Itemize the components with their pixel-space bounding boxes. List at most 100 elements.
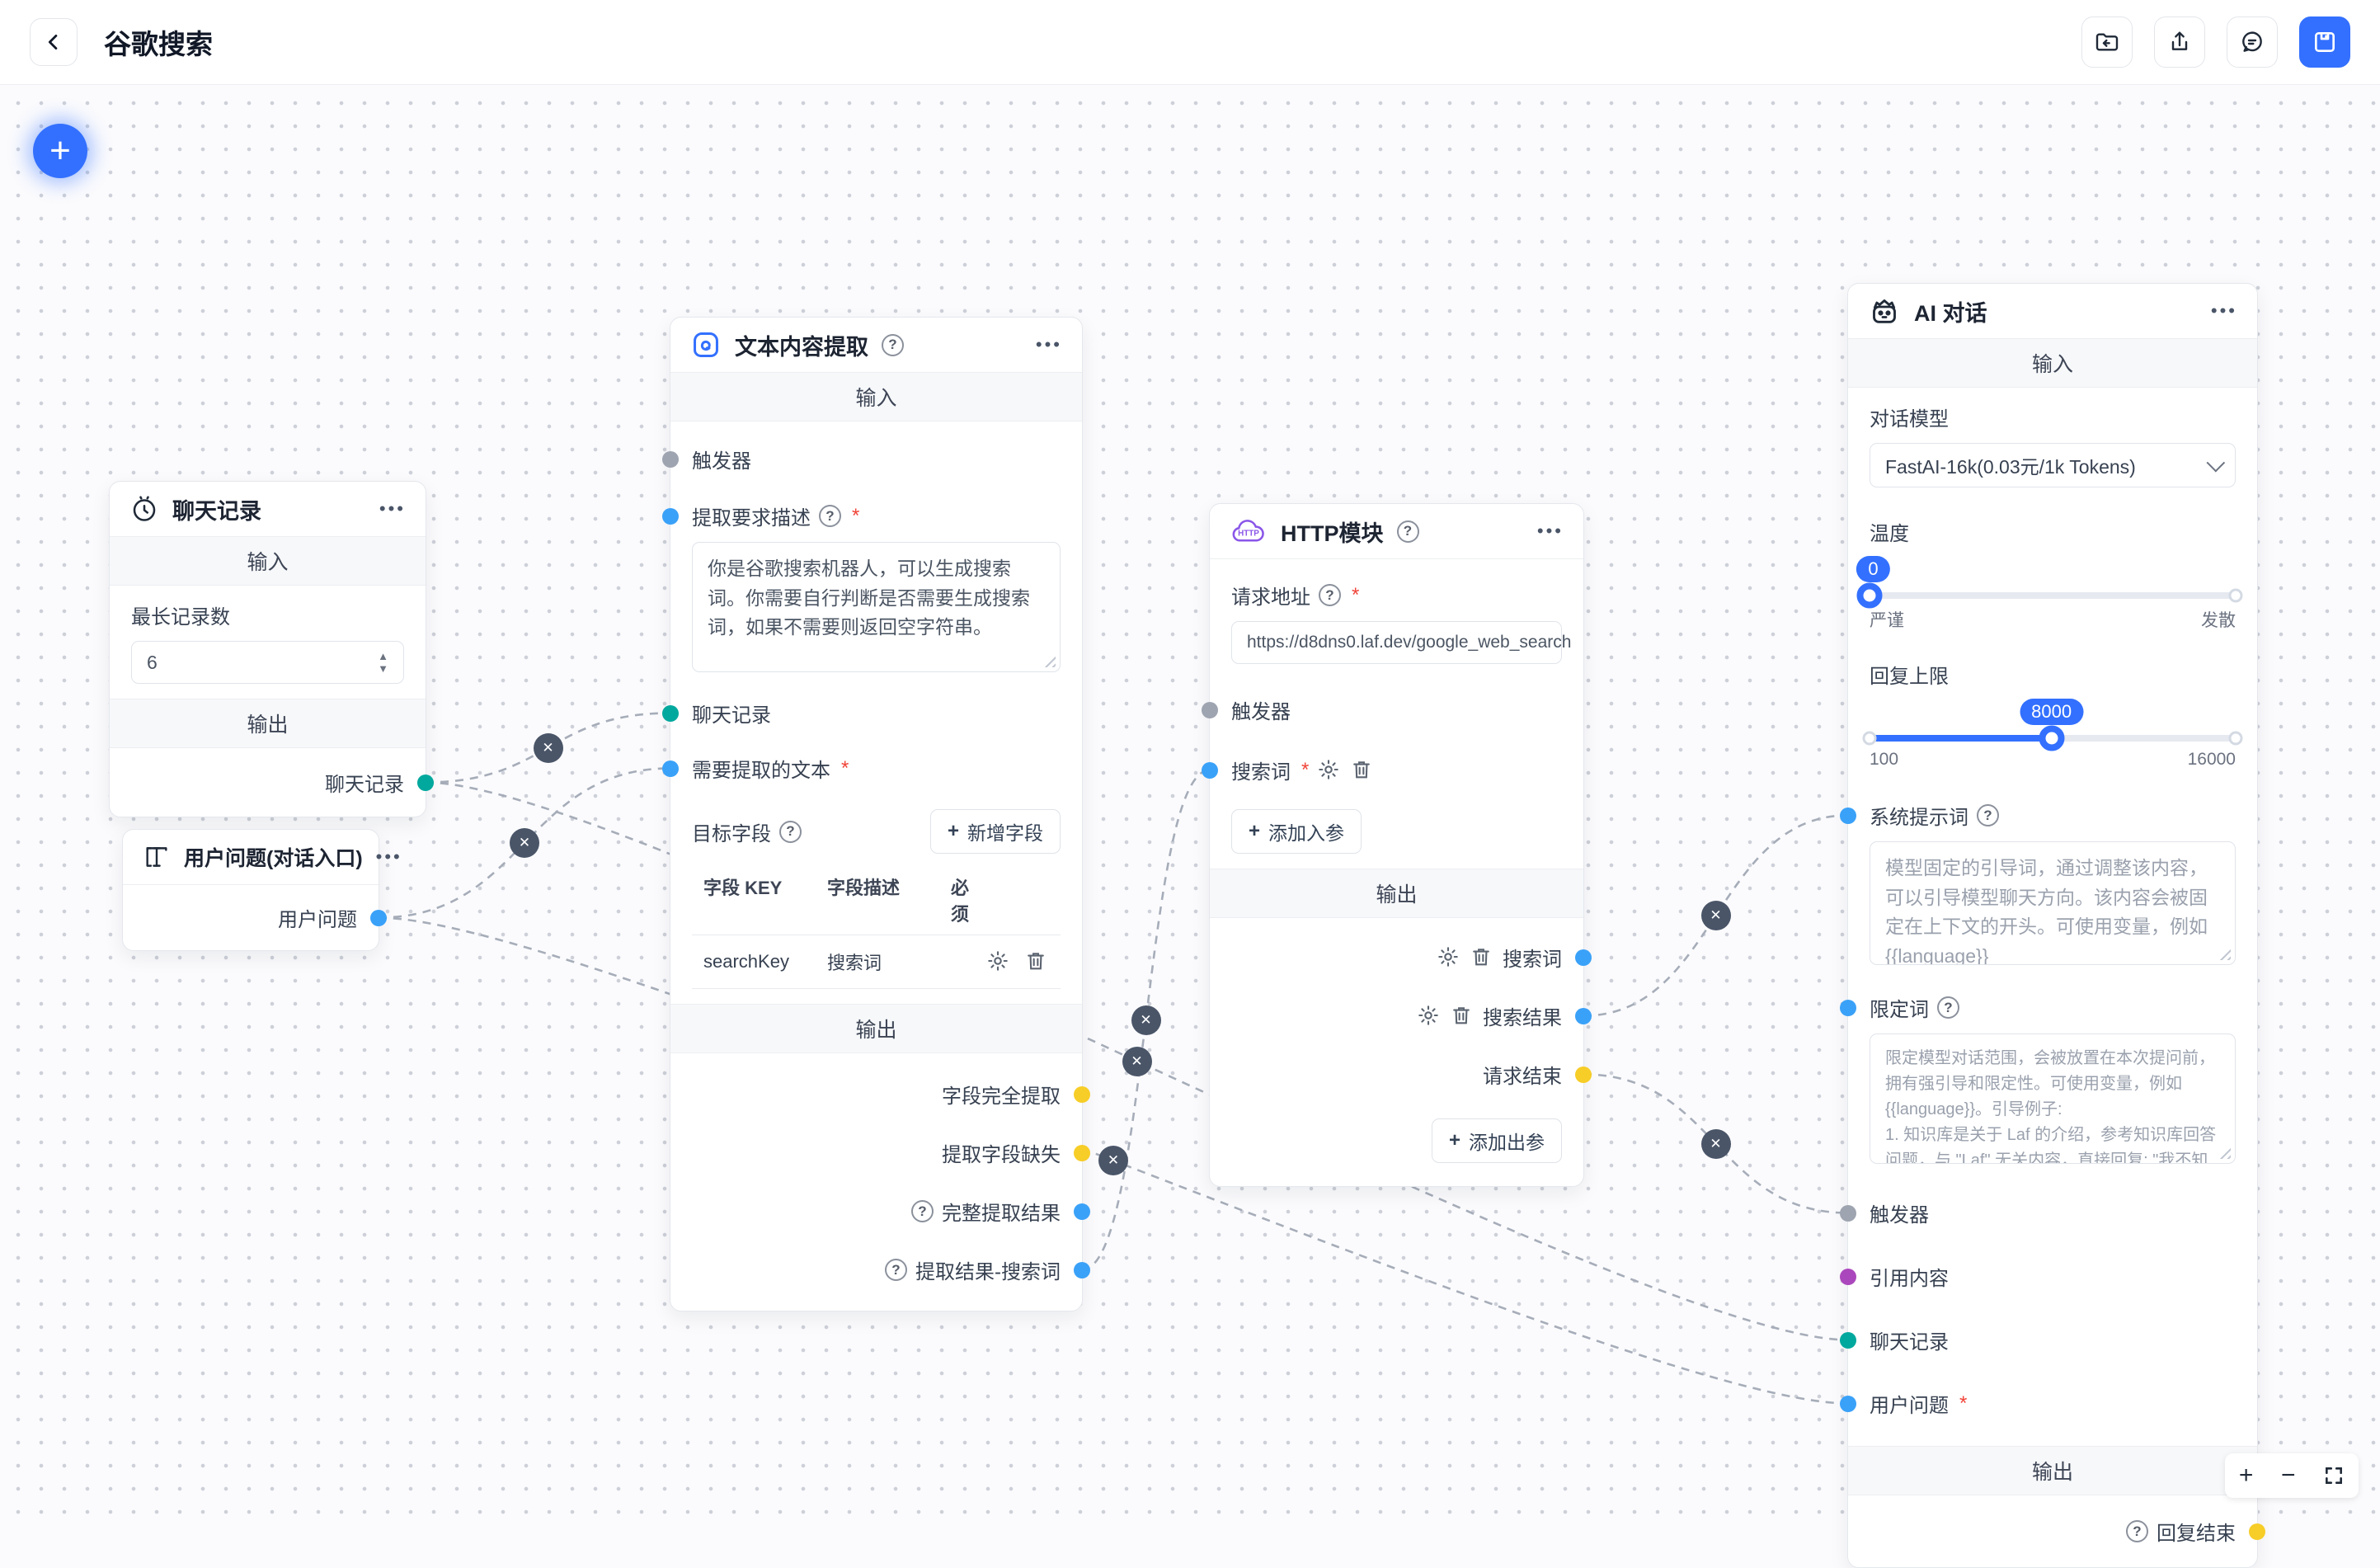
more-menu-button[interactable] xyxy=(379,500,406,518)
port-full-result-out[interactable] xyxy=(1074,1203,1090,1220)
trash-icon[interactable] xyxy=(1024,949,1049,974)
max-tokens-max: 16000 xyxy=(2187,750,2236,769)
field-desc: 搜索词 xyxy=(827,953,882,973)
extract-robot-icon xyxy=(690,329,722,360)
port-quote-in[interactable] xyxy=(1840,1268,1856,1285)
history-label: 聊天记录 xyxy=(692,704,771,727)
system-prompt-textarea[interactable] xyxy=(1870,842,2235,964)
fit-view-button[interactable] xyxy=(2323,1465,2345,1486)
node-title: HTTP模块 xyxy=(1281,520,1384,546)
zoom-out-button[interactable]: − xyxy=(2280,1462,2296,1489)
port-finish-out[interactable] xyxy=(1575,1066,1592,1083)
slider-handle[interactable] xyxy=(2039,725,2065,751)
edge-delete-button[interactable] xyxy=(510,828,539,858)
more-menu-button[interactable] xyxy=(1036,336,1062,354)
edge-delete-button[interactable] xyxy=(1122,1046,1152,1076)
save-icon xyxy=(2312,29,2338,55)
port-history-in[interactable] xyxy=(1840,1331,1856,1349)
save-button[interactable] xyxy=(2299,16,2350,68)
gear-icon[interactable] xyxy=(1317,758,1342,783)
required-mark: * xyxy=(1301,758,1310,781)
more-menu-button[interactable] xyxy=(376,848,402,866)
plus-icon xyxy=(1249,822,1260,841)
port-text-in[interactable] xyxy=(662,760,679,777)
port-trigger-in[interactable] xyxy=(1840,1204,1856,1222)
out-finish-label: 请求结束 xyxy=(1483,1066,1562,1088)
desc-textarea[interactable]: 你是谷歌搜索机器人，可以生成搜索词。你需要自行判断是否需要生成搜索词，如果不需要… xyxy=(693,543,1060,671)
node-title: 用户问题(对话入口) xyxy=(184,847,363,870)
import-button[interactable] xyxy=(2081,16,2133,68)
port-search-key-out[interactable] xyxy=(1074,1261,1090,1278)
col-desc: 字段描述 xyxy=(827,878,901,898)
port-trigger-in[interactable] xyxy=(1202,701,1218,718)
edge-delete-button[interactable] xyxy=(533,732,563,763)
trash-icon[interactable] xyxy=(1470,945,1494,970)
fields-table: 字段 KEY 字段描述 必须 searchKey 搜索词 xyxy=(692,865,1061,989)
topbar: 谷歌搜索 xyxy=(0,0,2380,85)
node-title: 聊天记录 xyxy=(172,498,261,524)
gear-icon[interactable] xyxy=(1417,1004,1442,1029)
help-icon xyxy=(1396,520,1419,543)
output-history-label: 聊天记录 xyxy=(325,774,404,796)
port-search-key-out[interactable] xyxy=(1575,949,1592,966)
gear-icon[interactable] xyxy=(1437,945,1461,970)
out-full-result-label: 完整提取结果 xyxy=(942,1203,1061,1225)
more-menu-button[interactable] xyxy=(1537,522,1564,540)
node-chat-history[interactable]: 聊天记录 输入 最长记录数 6 ▲▼ 输出 聊天记录 xyxy=(109,481,434,817)
port-question-in[interactable] xyxy=(1840,1395,1856,1412)
port-history-in[interactable] xyxy=(662,704,679,722)
folder-import-icon xyxy=(2094,29,2120,55)
slider-handle[interactable] xyxy=(1856,582,1883,609)
help-icon xyxy=(882,333,904,356)
edge-delete-button[interactable] xyxy=(1098,1146,1128,1175)
model-select[interactable]: FastAI-16k(0.03元/1k Tokens) xyxy=(1870,443,2236,487)
port-trigger-in[interactable] xyxy=(662,450,679,468)
node-user-question[interactable]: 用户问题(对话入口) 用户问题 xyxy=(122,829,387,951)
system-prompt-label: 系统提示词 xyxy=(1870,807,1968,829)
port-search-result-out[interactable] xyxy=(1575,1007,1592,1024)
max-tokens-min: 100 xyxy=(1870,750,1899,769)
limit-prompt-textarea[interactable] xyxy=(1870,1034,2235,1163)
export-button[interactable] xyxy=(2154,16,2205,68)
max-records-input[interactable]: 6 ▲ ▼ xyxy=(131,641,404,684)
zoom-in-button[interactable]: + xyxy=(2238,1462,2254,1489)
add-output-param-button[interactable]: 添加出参 xyxy=(1431,1118,1562,1163)
add-input-param-button[interactable]: 添加入参 xyxy=(1231,809,1362,854)
table-row: searchKey 搜索词 xyxy=(692,935,1061,989)
port-limit-prompt-in[interactable] xyxy=(1840,999,1856,1016)
number-stepper[interactable]: ▲ ▼ xyxy=(378,650,388,675)
add-node-button[interactable]: + xyxy=(33,124,87,178)
url-input[interactable]: https://d8dns0.laf.dev/google_web_search xyxy=(1231,621,1571,664)
more-menu-button[interactable] xyxy=(2211,302,2237,320)
max-tokens-slider[interactable]: 8000 100 16000 xyxy=(1862,699,2243,770)
edge-delete-button[interactable] xyxy=(1700,1128,1731,1159)
edge-delete-button[interactable] xyxy=(1700,901,1731,930)
edge-delete-button[interactable] xyxy=(1131,1005,1161,1035)
port-fields-full-out[interactable] xyxy=(1074,1085,1090,1103)
port-desc-in[interactable] xyxy=(662,507,679,525)
model-value: FastAI-16k(0.03元/1k Tokens) xyxy=(1885,456,2136,478)
port-user-question-out[interactable] xyxy=(370,909,387,926)
port-fields-missing-out[interactable] xyxy=(1074,1144,1090,1161)
http-cloud-icon: HTTP xyxy=(1230,516,1268,546)
node-content-extract[interactable]: 文本内容提取 输入 触发器 提取要求描述 * 你是谷歌搜索机器人，可以生成搜索词… xyxy=(662,317,1090,1311)
port-search-key-in[interactable] xyxy=(1202,761,1218,779)
feedback-button[interactable] xyxy=(2227,16,2278,68)
trash-icon[interactable] xyxy=(1350,758,1375,783)
gear-icon[interactable] xyxy=(986,949,1011,974)
url-value: https://d8dns0.laf.dev/google_web_search xyxy=(1247,633,1572,652)
desc-textarea-wrap: 你是谷歌搜索机器人，可以生成搜索词。你需要自行判断是否需要生成搜索词，如果不需要… xyxy=(692,542,1061,672)
port-chat-history-out[interactable] xyxy=(417,774,434,791)
share-icon xyxy=(2166,29,2193,55)
port-answer-out[interactable] xyxy=(2249,1523,2265,1540)
temperature-slider[interactable]: 0 严谨 发散 xyxy=(1856,556,2243,632)
back-button[interactable] xyxy=(30,18,78,66)
add-field-button[interactable]: 新增字段 xyxy=(929,809,1061,854)
plus-icon: + xyxy=(49,130,71,171)
port-system-prompt-in[interactable] xyxy=(1840,807,1856,824)
out-search-key-label: 搜索词 xyxy=(1503,949,1562,971)
node-http[interactable]: HTTP HTTP模块 请求地址 * https://d8dns0.laf.de… xyxy=(1202,503,1592,1187)
node-ai-chat[interactable]: AI 对话 输入 对话模型 FastAI-16k(0.03元/1k Tokens… xyxy=(1840,283,2265,1568)
trash-icon[interactable] xyxy=(1450,1004,1475,1029)
out-answer-label: 回复结束 xyxy=(2157,1523,2236,1545)
